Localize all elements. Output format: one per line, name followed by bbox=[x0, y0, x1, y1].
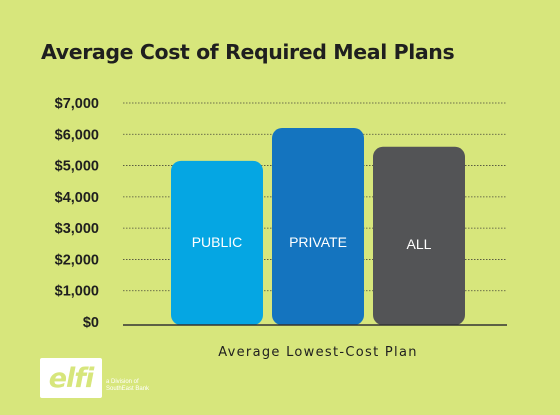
logo-tagline-line2: SouthEast Bank bbox=[106, 386, 150, 392]
bar-public bbox=[171, 160, 263, 325]
y-tick-label: $0 bbox=[83, 315, 99, 331]
bar-private bbox=[272, 128, 364, 325]
elfi-logo: elfi a Division of SouthEast Bank bbox=[40, 358, 240, 408]
y-tick-label: $3,000 bbox=[55, 221, 99, 237]
y-tick-label: $5,000 bbox=[55, 159, 99, 175]
x-axis-label: Average Lowest-Cost Plan bbox=[218, 345, 418, 360]
y-tick-label: $7,000 bbox=[55, 96, 99, 112]
logo-tagline-line1: a Division of bbox=[106, 379, 139, 385]
bar-label-public: PUBLIC bbox=[192, 234, 243, 250]
logo-tagline: a Division of SouthEast Bank bbox=[106, 379, 149, 393]
chart-title: Average Cost of Required Meal Plans bbox=[41, 40, 455, 64]
bar-label-private: PRIVATE bbox=[289, 234, 347, 250]
y-tick-label: $4,000 bbox=[55, 190, 99, 206]
y-tick-label: $2,000 bbox=[55, 252, 99, 268]
bars: PUBLIC PRIVATE ALL bbox=[171, 128, 465, 325]
y-axis-ticks: $0 $1,000 $2,000 $3,000 $4,000 $5,000 $6,000 $7… bbox=[55, 96, 99, 331]
y-tick-label: $1,000 bbox=[55, 284, 99, 300]
logo-mark: elfi bbox=[40, 358, 102, 398]
bar-label-all: ALL bbox=[407, 236, 432, 252]
y-tick-label: $6,000 bbox=[55, 127, 99, 143]
bar-all bbox=[373, 146, 465, 325]
